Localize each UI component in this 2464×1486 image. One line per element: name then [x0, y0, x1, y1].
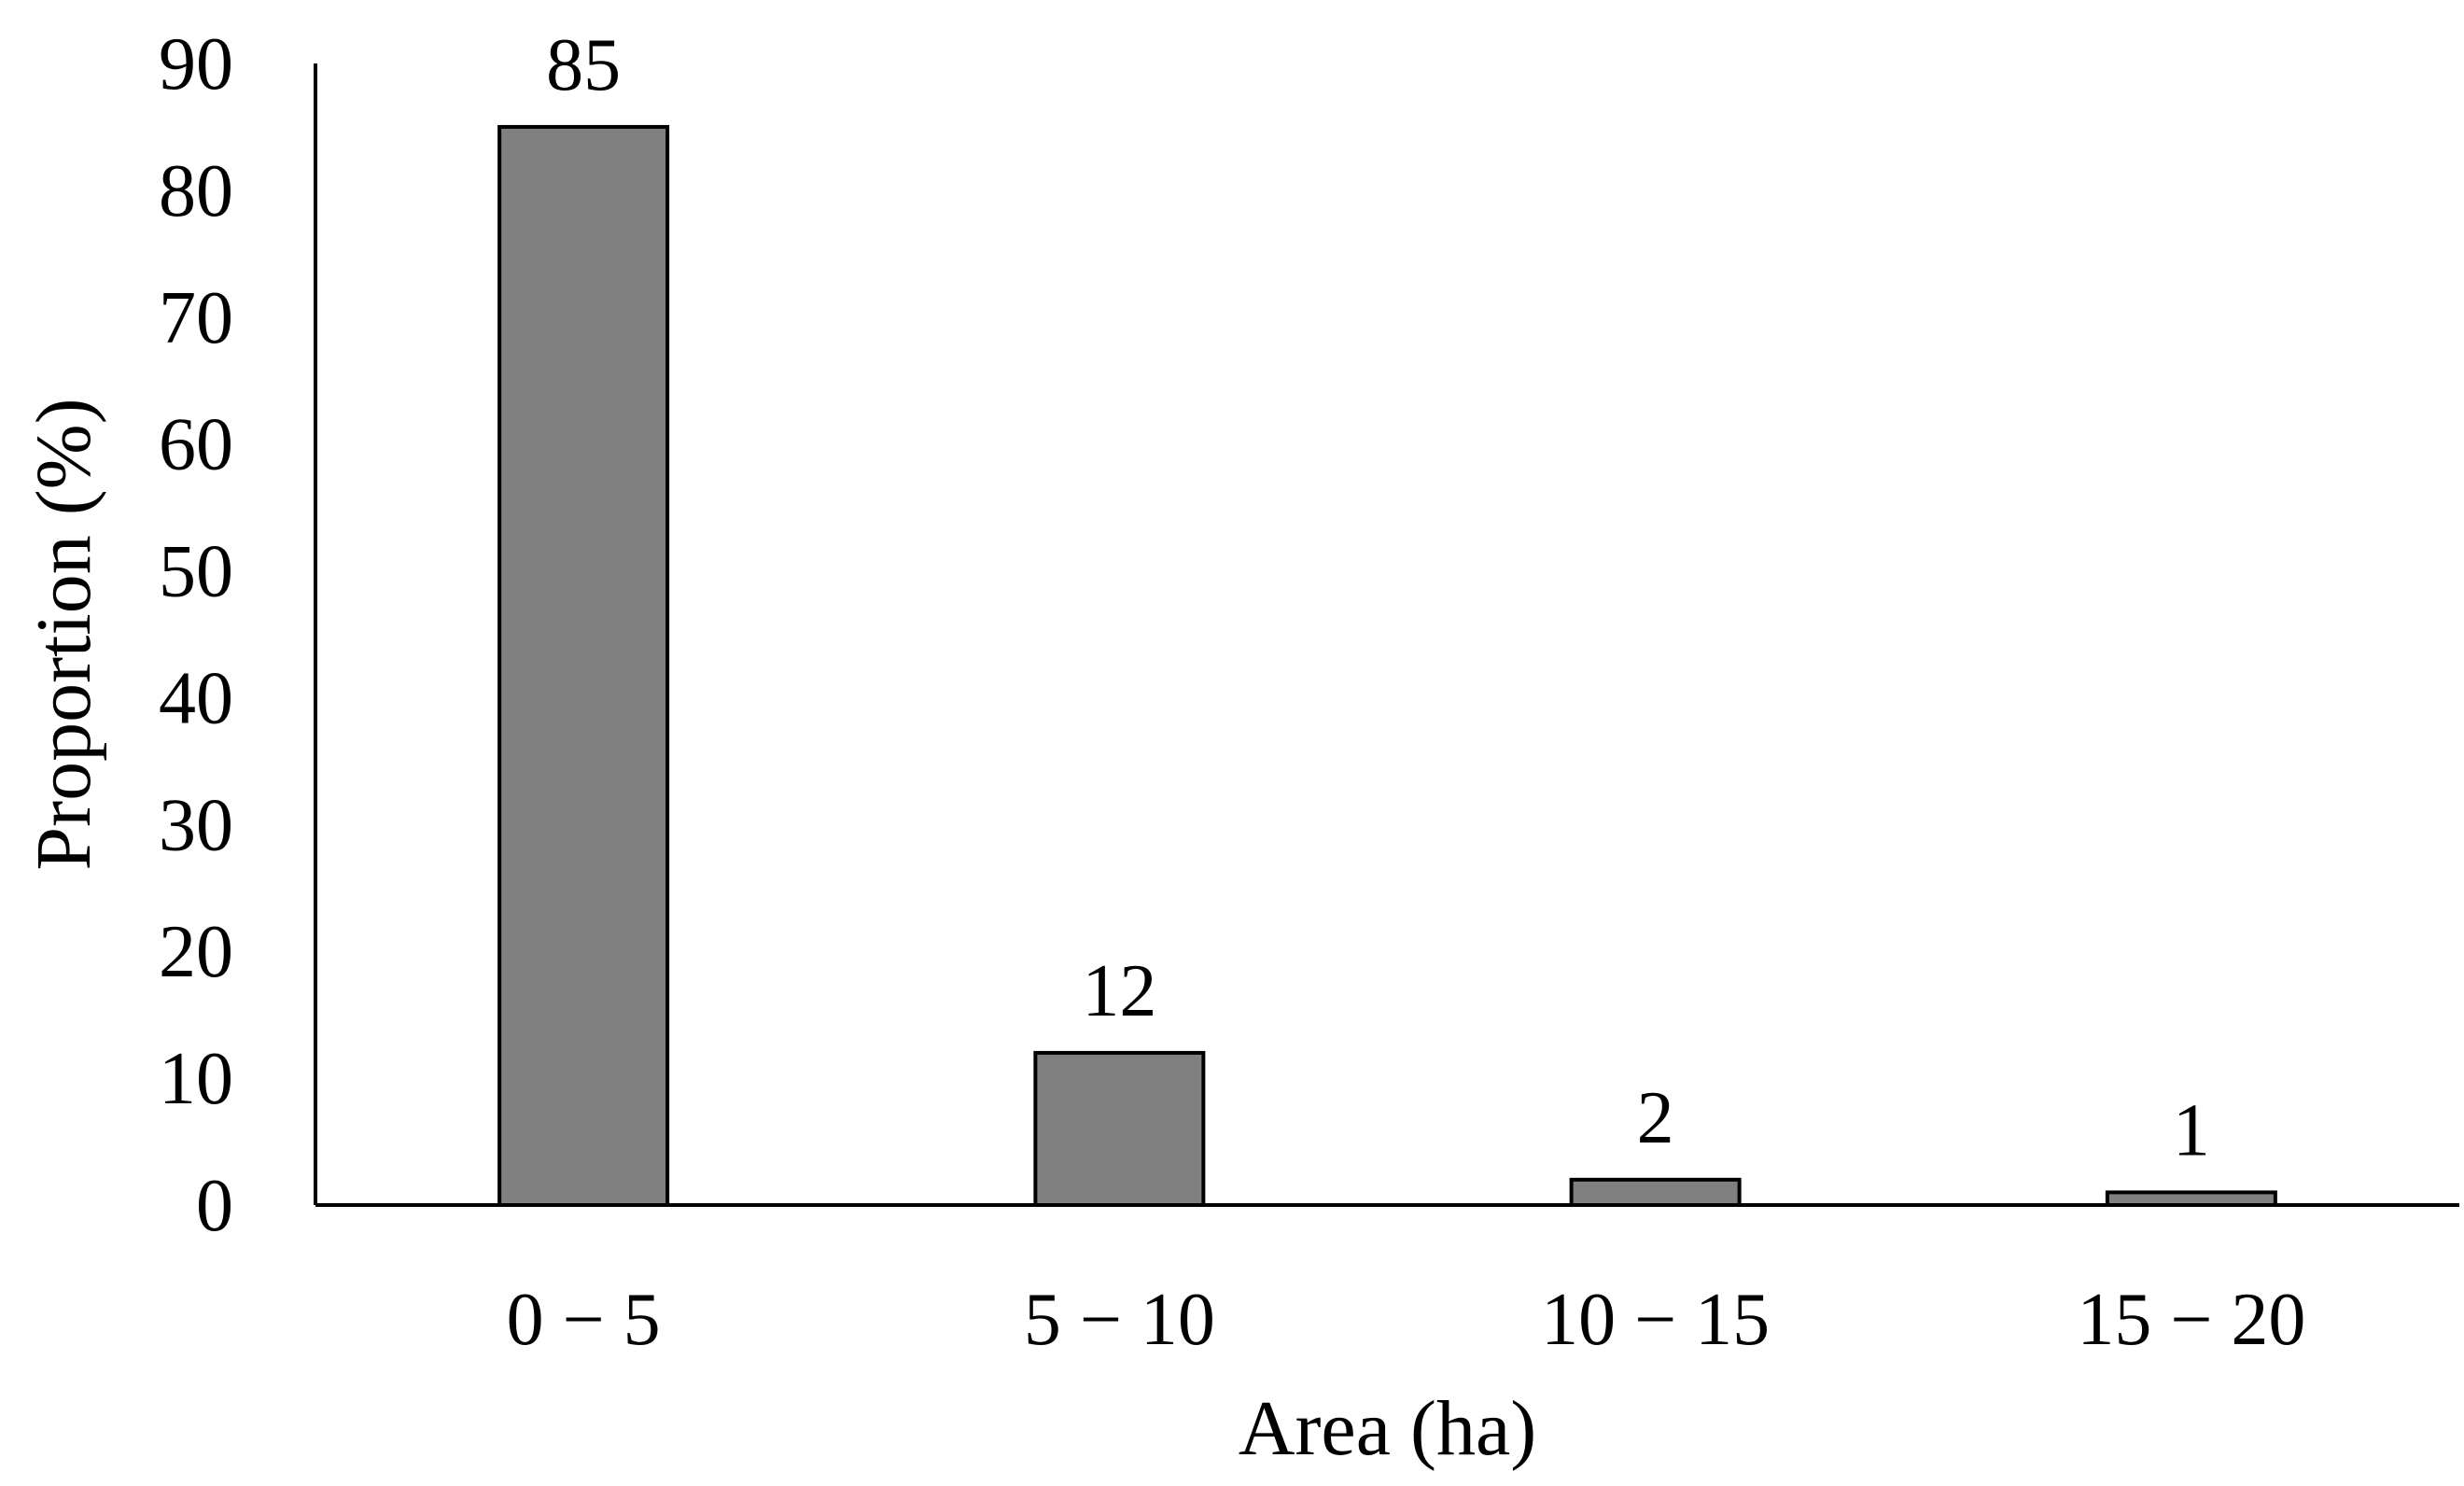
bar — [1569, 1177, 1742, 1208]
x-tick-label: 0 − 5 — [507, 1279, 661, 1361]
y-tick-label: 60 — [159, 404, 233, 486]
y-tick-label: 70 — [159, 277, 233, 359]
y-tick-label: 50 — [159, 531, 233, 613]
bar — [2105, 1190, 2277, 1208]
bar — [497, 124, 670, 1207]
y-tick-label: 0 — [196, 1165, 233, 1247]
y-tick-label: 30 — [159, 784, 233, 866]
x-axis-title: Area (ha) — [1239, 1385, 1536, 1472]
y-tick-label: 40 — [159, 657, 233, 739]
data-labels: 85 12 2 1 — [546, 24, 2210, 1171]
data-label: 2 — [1637, 1077, 1674, 1159]
data-label: 85 — [546, 24, 621, 106]
data-label: 12 — [1082, 950, 1156, 1032]
y-tick-label: 80 — [159, 150, 233, 232]
y-tick-label: 10 — [159, 1038, 233, 1120]
y-axis-title: Proportion (%) — [21, 398, 107, 870]
y-tick-label: 20 — [159, 911, 233, 993]
bars — [497, 124, 2277, 1208]
bar — [1033, 1050, 1206, 1208]
y-axis-ticks: 0 10 20 30 40 50 60 70 80 90 — [159, 23, 233, 1247]
data-label: 1 — [2173, 1089, 2210, 1171]
x-tick-label: 10 − 15 — [1541, 1279, 1770, 1361]
x-tick-label: 15 − 20 — [2077, 1279, 2305, 1361]
x-axis-categories: 0 − 5 5 − 10 10 − 15 15 − 20 — [507, 1279, 2306, 1361]
y-tick-label: 90 — [159, 23, 233, 105]
x-tick-label: 5 − 10 — [1024, 1279, 1215, 1361]
